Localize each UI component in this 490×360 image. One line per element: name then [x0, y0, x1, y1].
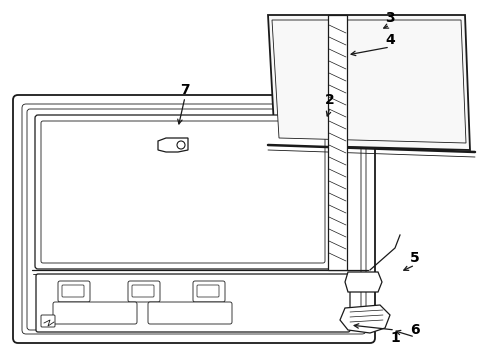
FancyBboxPatch shape — [128, 281, 160, 302]
FancyBboxPatch shape — [53, 302, 137, 324]
Polygon shape — [345, 272, 382, 292]
Text: 2: 2 — [325, 93, 335, 107]
Polygon shape — [272, 20, 466, 143]
FancyBboxPatch shape — [148, 302, 232, 324]
FancyBboxPatch shape — [36, 274, 350, 332]
FancyBboxPatch shape — [35, 115, 331, 269]
FancyBboxPatch shape — [41, 315, 55, 327]
Text: 6: 6 — [410, 323, 420, 337]
Polygon shape — [340, 305, 390, 333]
FancyBboxPatch shape — [62, 285, 84, 297]
FancyBboxPatch shape — [193, 281, 225, 302]
Polygon shape — [158, 138, 188, 152]
Text: 7: 7 — [180, 83, 190, 97]
Text: 4: 4 — [385, 33, 395, 47]
Text: 3: 3 — [385, 11, 395, 25]
FancyBboxPatch shape — [13, 95, 375, 343]
Circle shape — [177, 141, 185, 149]
Polygon shape — [268, 15, 470, 150]
FancyBboxPatch shape — [132, 285, 154, 297]
FancyBboxPatch shape — [27, 109, 361, 330]
Text: 5: 5 — [410, 251, 420, 265]
Text: 1: 1 — [390, 331, 400, 345]
FancyBboxPatch shape — [58, 281, 90, 302]
FancyBboxPatch shape — [22, 104, 366, 334]
FancyBboxPatch shape — [197, 285, 219, 297]
Polygon shape — [328, 15, 347, 270]
FancyBboxPatch shape — [41, 121, 325, 263]
